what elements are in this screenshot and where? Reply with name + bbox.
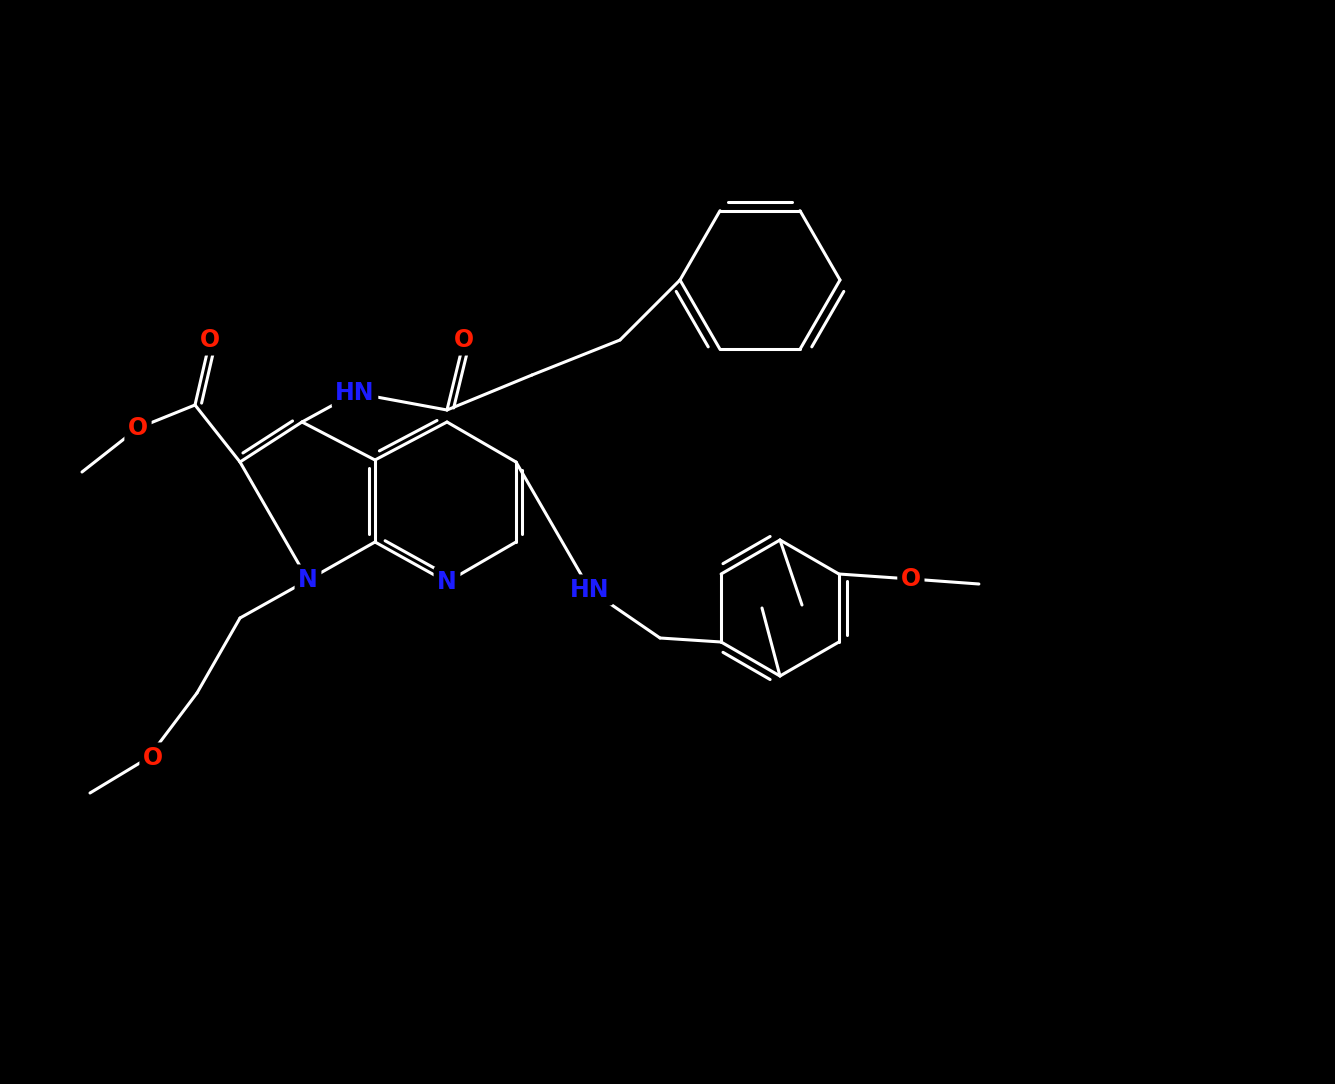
Text: O: O [128, 416, 148, 440]
Text: N: N [298, 568, 318, 592]
Text: O: O [200, 328, 220, 352]
Text: HN: HN [570, 578, 610, 602]
Text: HN: HN [335, 380, 375, 405]
Text: O: O [454, 328, 474, 352]
Text: O: O [143, 746, 163, 770]
Text: N: N [437, 570, 457, 594]
Text: O: O [901, 567, 921, 591]
